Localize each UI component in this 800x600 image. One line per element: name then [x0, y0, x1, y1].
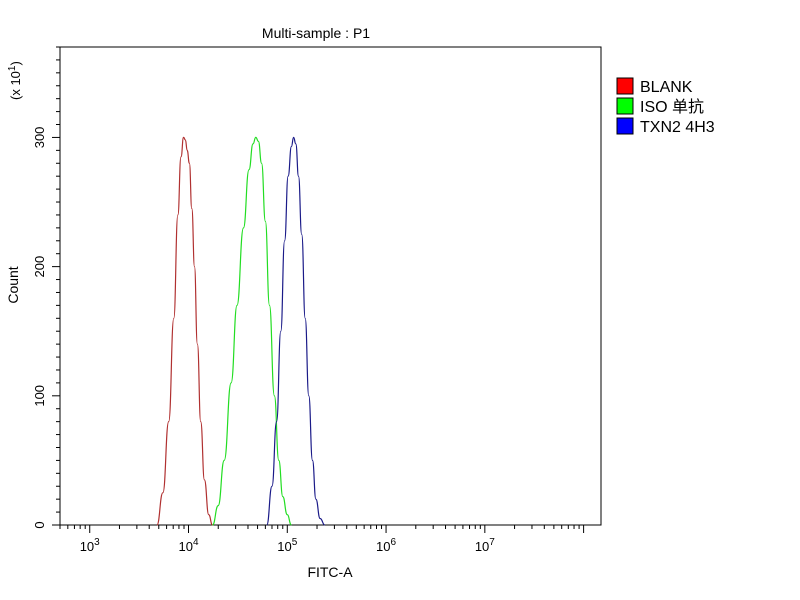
series-curve-txn2-4h3	[266, 136, 326, 526]
y-tick-label: 100	[32, 385, 47, 407]
x-tick-label: 104	[178, 537, 198, 554]
x-tick-label: 105	[277, 537, 297, 554]
y-multiplier-label: (x 101)	[7, 61, 23, 100]
x-tick-label: 107	[475, 537, 495, 554]
series-curve-blank	[156, 136, 213, 526]
x-tick-label: 106	[376, 537, 396, 554]
y-tick-label: 0	[32, 521, 47, 528]
legend-swatch	[616, 117, 634, 135]
series-layer	[156, 136, 326, 526]
y-axis: 0 100 200 300	[32, 46, 60, 529]
legend: BLANK ISO 单抗 TXN2 4H3	[616, 77, 715, 136]
legend-label: ISO 单抗	[640, 98, 704, 116]
legend-swatch	[616, 97, 634, 115]
legend-label: TXN2 4H3	[640, 119, 715, 136]
series-curve-iso	[211, 136, 292, 526]
y-tick-label: 200	[32, 256, 47, 278]
x-tick-label: 103	[80, 537, 100, 554]
chart-title: Multi-sample : P1	[262, 25, 370, 41]
x-axis: 103 104 105 106 107	[59, 525, 585, 554]
plot-frame	[59, 46, 602, 526]
y-tick-label: 300	[32, 127, 47, 149]
legend-swatch	[616, 77, 634, 95]
legend-label: BLANK	[640, 79, 693, 96]
x-axis-label: FITC-A	[307, 564, 353, 580]
y-axis-label: Count	[5, 266, 21, 303]
